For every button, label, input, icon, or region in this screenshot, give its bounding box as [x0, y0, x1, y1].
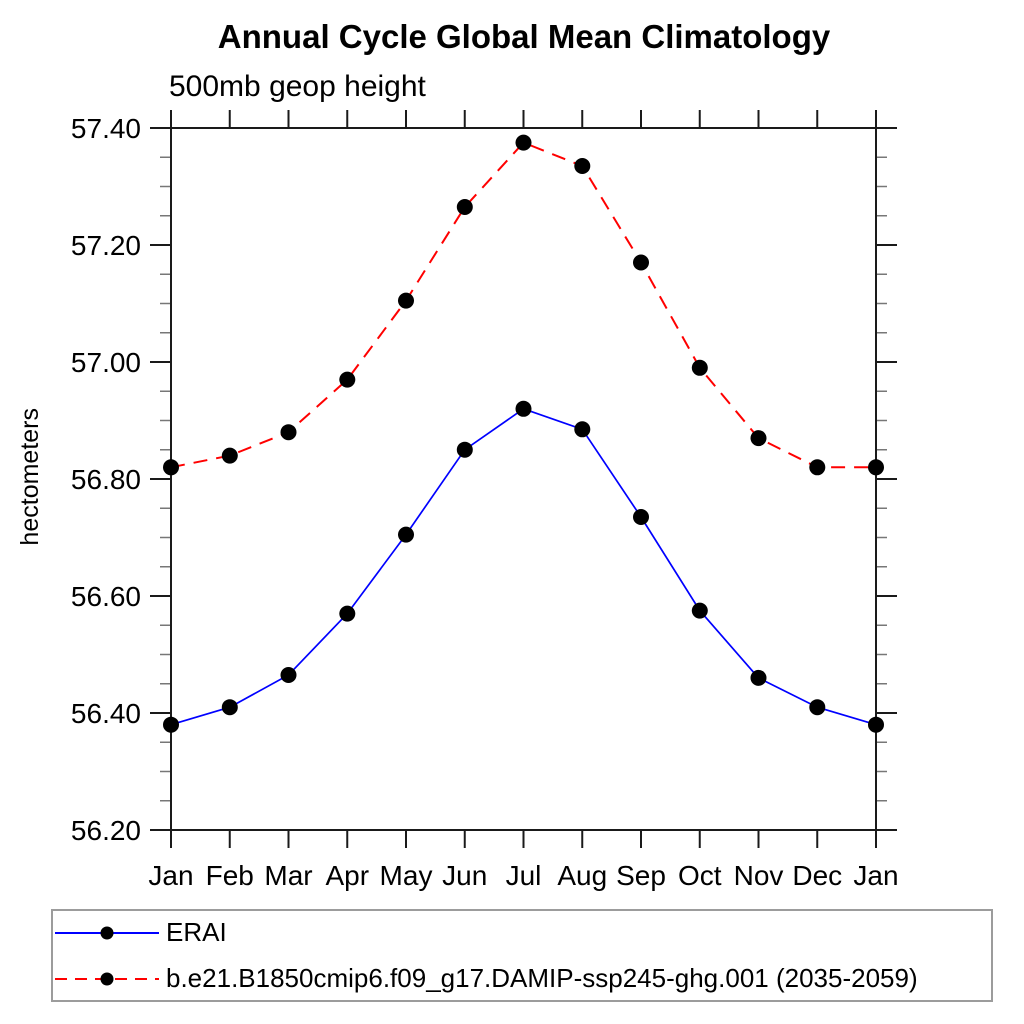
x-tick-label: Jan	[853, 860, 898, 891]
data-point-marker	[574, 421, 591, 438]
series-line-1	[170, 141, 876, 469]
plot-border	[170, 127, 877, 831]
data-point-marker	[691, 602, 708, 619]
data-point-marker	[339, 371, 356, 388]
x-tick-label: Feb	[206, 860, 254, 891]
data-point-marker	[633, 254, 649, 271]
x-tick-label: Nov	[734, 860, 784, 891]
x-tick-label: Jan	[148, 860, 193, 891]
legend-item-1: b.e21.B1850cmip6.f09_g17.DAMIP-ssp245-gh…	[53, 958, 991, 1000]
y-tick-label: 56.80	[71, 464, 141, 495]
legend-item-0: ERAI	[53, 912, 991, 954]
y-tick-label: 56.60	[71, 581, 141, 612]
data-point-marker	[868, 716, 884, 733]
data-point-marker	[809, 699, 826, 716]
x-tick-label: Sep	[616, 860, 666, 891]
data-point-marker	[456, 441, 473, 458]
dashed-line-sample-icon	[55, 972, 159, 985]
x-tick-label: May	[380, 860, 433, 891]
solid-line-sample-icon	[55, 926, 159, 939]
data-point-marker	[574, 158, 591, 174]
data-point-marker	[339, 605, 356, 622]
marker-dot-icon	[100, 926, 114, 939]
data-point-marker	[456, 199, 473, 215]
y-tick-label: 56.40	[71, 698, 141, 729]
data-point-marker	[398, 526, 414, 543]
y-tick-label: 57.00	[71, 347, 141, 378]
x-tick-label: Mar	[264, 860, 312, 891]
x-tick-label: Jul	[506, 860, 542, 891]
data-point-marker	[750, 669, 767, 686]
data-point-marker	[515, 134, 532, 151]
x-tick-label: Jun	[442, 860, 487, 891]
x-tick-label: Dec	[792, 860, 842, 891]
y-tick-label: 56.20	[71, 815, 141, 846]
x-tick-label: Oct	[678, 860, 722, 891]
x-tick-label: Aug	[557, 860, 607, 891]
data-point-marker	[280, 667, 297, 683]
data-point-marker	[280, 424, 297, 441]
data-point-marker	[221, 447, 238, 464]
data-point-marker	[163, 459, 179, 476]
data-point-marker	[633, 509, 649, 525]
data-point-marker	[515, 400, 532, 417]
data-point-marker	[221, 699, 238, 716]
data-point-marker	[398, 292, 414, 309]
y-tick-label: 57.20	[71, 230, 141, 261]
chart-title: Annual Cycle Global Mean Climatology	[217, 18, 831, 55]
data-point-marker	[868, 459, 884, 476]
series-line-0	[170, 407, 877, 726]
legend-label: b.e21.B1850cmip6.f09_g17.DAMIP-ssp245-gh…	[166, 963, 918, 993]
chart-subtitle: 500mb geop height	[169, 70, 426, 103]
legend-box: ERAI b.e21.B1850cmip6.f09_g17.DAMIP-ssp24…	[51, 909, 993, 1002]
data-point-marker	[163, 716, 179, 733]
data-point-marker	[691, 359, 708, 376]
y-tick-label: 57.40	[71, 113, 141, 144]
data-point-marker	[809, 459, 826, 476]
marker-dot-icon	[100, 972, 114, 985]
data-point-marker	[750, 430, 767, 447]
legend-label: ERAI	[166, 917, 227, 947]
x-tick-label: Apr	[325, 860, 369, 891]
